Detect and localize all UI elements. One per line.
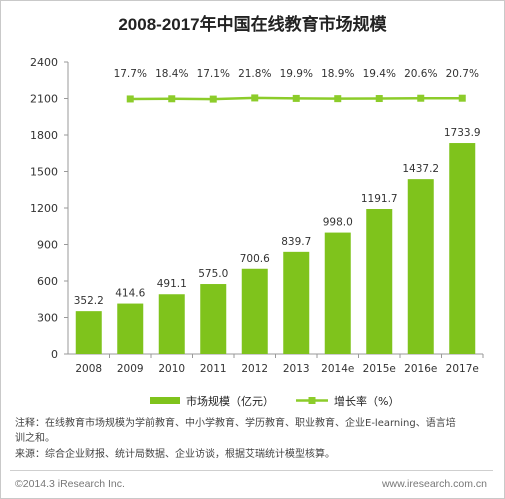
bar-value-label: 491.1 xyxy=(157,278,187,290)
x-tick-label: 2011 xyxy=(200,363,227,375)
source-line: 来源：综合企业财报、统计局数据、企业访谈，根据艾瑞统计模型核算。 xyxy=(15,449,335,460)
x-tick-label: 2017e xyxy=(446,363,479,375)
growth-rate-point xyxy=(458,94,466,102)
growth-rate-point xyxy=(292,94,300,102)
bar-value-label: 352.2 xyxy=(74,295,104,307)
bar-value-label: 1191.7 xyxy=(361,193,398,205)
growth-rate-label: 18.9% xyxy=(321,68,354,80)
bar xyxy=(200,284,227,354)
bar xyxy=(449,143,476,354)
bar-value-label: 839.7 xyxy=(281,236,311,248)
bar-value-label: 1437.2 xyxy=(402,163,439,175)
bar xyxy=(241,268,268,354)
bar-value-label: 700.6 xyxy=(240,253,270,265)
growth-rate-point xyxy=(375,95,383,103)
bar xyxy=(75,311,102,354)
growth-rate-label: 19.4% xyxy=(363,68,396,80)
y-tick-label: 1500 xyxy=(30,166,58,179)
y-tick-label: 0 xyxy=(51,348,58,361)
growth-rate-label: 17.7% xyxy=(114,68,147,80)
chart-title: 2008-2017年中国在线教育市场规模 xyxy=(118,15,387,34)
growth-rate-label: 17.1% xyxy=(197,68,230,80)
bar xyxy=(366,209,393,354)
x-tick-label: 2013 xyxy=(283,363,310,375)
bar-value-label: 414.6 xyxy=(115,288,145,300)
footer-divider xyxy=(10,470,493,471)
bar xyxy=(117,303,144,354)
growth-rate-label: 20.6% xyxy=(404,68,437,80)
bar-value-label: 575.0 xyxy=(198,268,228,280)
x-tick-label: 2012 xyxy=(241,363,268,375)
legend-swatch-marker xyxy=(308,397,316,404)
growth-rate-label: 18.4% xyxy=(155,68,188,80)
bar-value-label: 998.0 xyxy=(323,217,353,229)
website-url: www.iresearch.com.cn xyxy=(381,478,487,490)
y-tick-label: 900 xyxy=(37,239,58,252)
chart-canvas: 0 300 600 900 1200 1500 1800 2100 2400 352.2 2008 4… xyxy=(30,56,484,408)
y-tick-label: 1200 xyxy=(30,202,58,215)
growth-rate-point xyxy=(209,95,217,103)
x-tick-label: 2010 xyxy=(158,363,185,375)
x-tick-label: 2009 xyxy=(117,363,144,375)
y-tick-label: 600 xyxy=(37,275,58,288)
bar-value-label: 1733.9 xyxy=(444,127,481,139)
x-tick-label: 2014e xyxy=(321,363,354,375)
growth-rate-point xyxy=(251,94,259,102)
x-tick-label: 2008 xyxy=(75,363,102,375)
y-tick-label: 1800 xyxy=(30,129,58,142)
growth-rate-label: 20.7% xyxy=(446,68,479,80)
y-tick-label: 2400 xyxy=(30,56,58,69)
legend-label-line: 增长率（%） xyxy=(334,394,399,408)
bar xyxy=(158,294,185,354)
x-tick-label: 2015e xyxy=(363,363,396,375)
growth-rate-label: 19.9% xyxy=(280,68,313,80)
legend-label-bar: 市场规模（亿元） xyxy=(186,394,274,408)
y-tick-label: 300 xyxy=(37,312,58,325)
note-line-2: 训之和。 xyxy=(15,433,55,444)
growth-rate-point xyxy=(126,95,134,103)
growth-rate-point xyxy=(334,95,342,103)
growth-rate-point xyxy=(168,95,176,103)
legend-swatch-bar xyxy=(150,397,180,404)
copyright-text: ©2014.3 iResearch Inc. xyxy=(15,478,125,490)
growth-rate-label: 21.8% xyxy=(238,68,271,80)
x-tick-label: 2016e xyxy=(404,363,437,375)
y-tick-label: 2100 xyxy=(30,93,58,106)
bar xyxy=(324,232,351,354)
bar xyxy=(407,179,434,354)
growth-rate-point xyxy=(417,94,425,102)
bar xyxy=(283,251,310,354)
note-line-1: 注释：在线教育市场规模为学前教育、中小学教育、学历教育、职业教育、企业E-lea… xyxy=(15,418,456,429)
